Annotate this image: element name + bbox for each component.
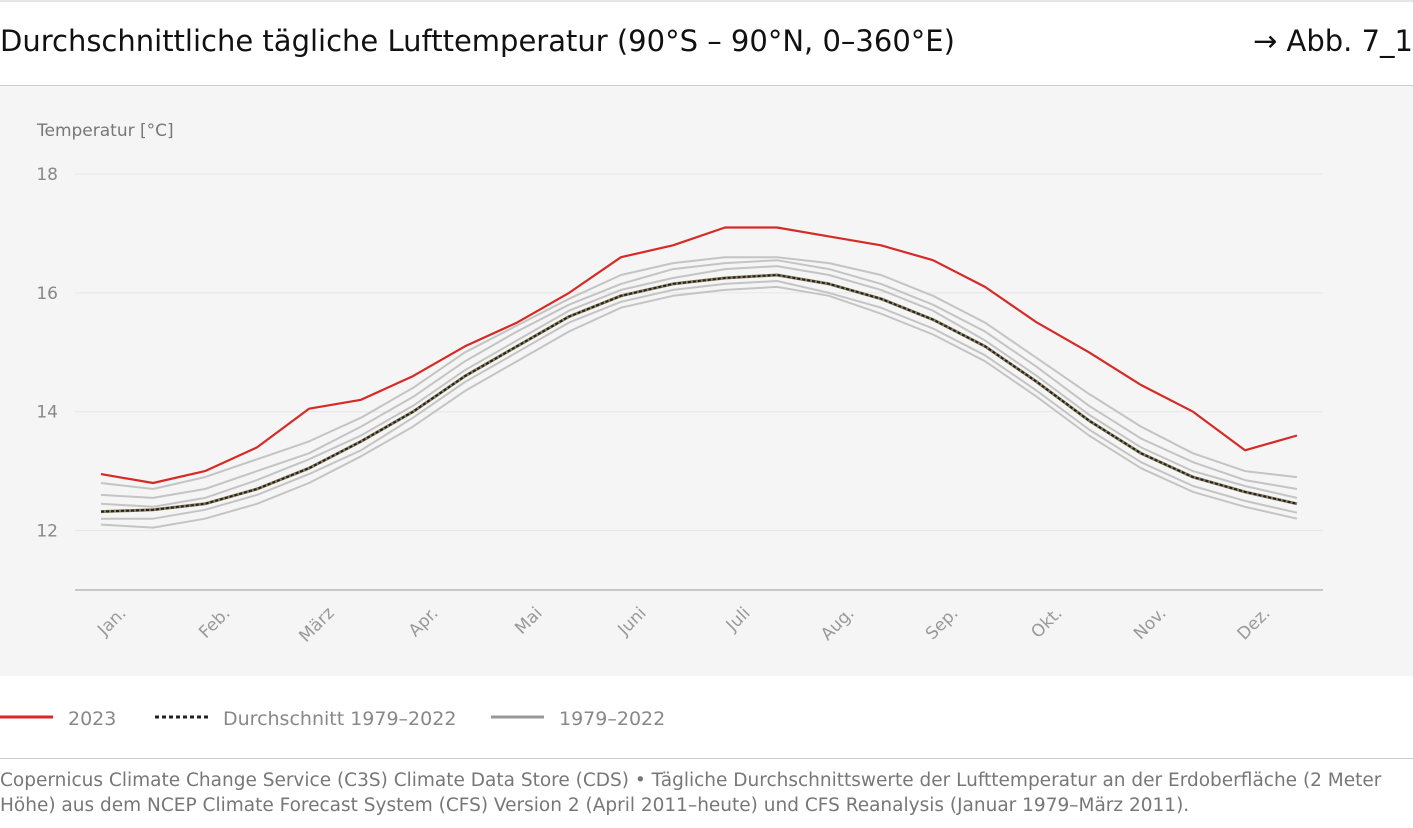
y-tick-label: 18 — [36, 165, 58, 185]
history-line — [100, 259, 1298, 499]
plot-background — [0, 86, 1413, 676]
y-tick-label: 16 — [36, 284, 58, 304]
history-line — [100, 256, 1298, 490]
figure-link[interactable]: → Abb. 7_1 — [1252, 24, 1413, 58]
legend-label: 2023 — [68, 708, 116, 730]
mean-line — [100, 274, 1298, 513]
legend-label: Durchschnitt 1979–2022 — [223, 708, 456, 730]
y-axis-label: Temperatur [°C] — [36, 121, 174, 141]
y-tick-label: 12 — [36, 522, 58, 542]
y-tick-label: 14 — [36, 403, 58, 423]
legend-label: 1979–2022 — [559, 708, 665, 730]
title: Durchschnittliche tägliche Lufttemperatu… — [0, 24, 955, 58]
history-line — [101, 280, 1298, 520]
source: Copernicus Climate Change Service (C3S) … — [0, 770, 1382, 816]
history-line — [100, 285, 1298, 529]
history-line — [100, 265, 1298, 508]
line-2023 — [100, 226, 1298, 485]
